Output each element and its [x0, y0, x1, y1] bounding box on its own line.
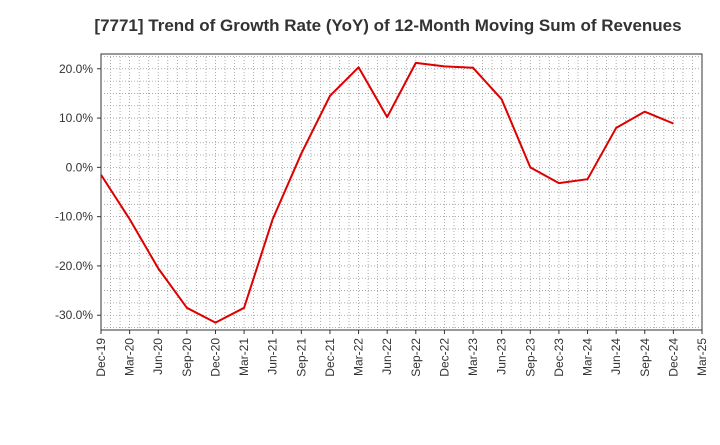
series-line — [100, 61, 674, 324]
x-tick-label: Mar-25 — [695, 338, 709, 376]
x-tick-label: Jun-24 — [609, 338, 623, 375]
series-layer — [100, 61, 674, 324]
x-tick-label: Mar-20 — [123, 338, 137, 376]
x-tick-label: Dec-24 — [666, 338, 680, 377]
x-tick-label: Dec-20 — [208, 338, 222, 377]
x-tick-label: Sep-22 — [409, 338, 423, 377]
x-tick-label: Dec-19 — [94, 338, 108, 377]
x-tick-label: Jun-21 — [266, 338, 280, 375]
x-tick-label: Sep-23 — [523, 338, 537, 377]
y-tick-label: -10.0% — [55, 210, 93, 224]
x-tick-label: Sep-21 — [294, 338, 308, 377]
y-tick-label: 10.0% — [59, 111, 93, 125]
x-tick-label: Mar-24 — [581, 338, 595, 376]
y-tick-label: 20.0% — [59, 62, 93, 76]
x-tick-label: Sep-24 — [638, 338, 652, 377]
x-tick-label: Sep-20 — [180, 338, 194, 377]
x-tick-label: Mar-22 — [352, 338, 366, 376]
y-axis: 20.0% 10.0% 0.0% -10.0% -20.0% -30.0% — [55, 62, 101, 322]
chart-title: [7771] Trend of Growth Rate (YoY) of 12-… — [94, 16, 681, 35]
x-tick-label: Mar-23 — [466, 338, 480, 376]
y-tick-label: 0.0% — [66, 160, 94, 174]
x-tick-label: Mar-21 — [237, 338, 251, 376]
y-tick-label: -30.0% — [55, 308, 93, 322]
x-tick-label: Jun-22 — [380, 338, 394, 375]
x-tick-label: Dec-21 — [323, 338, 337, 377]
grid — [101, 54, 702, 330]
x-tick-label: Jun-20 — [151, 338, 165, 375]
y-tick-label: -20.0% — [55, 259, 93, 273]
x-tick-label: Dec-22 — [437, 338, 451, 377]
x-axis: Dec-19 Mar-20 Jun-20 Sep-20 Dec-20 Mar-21 Jun-… — [94, 330, 709, 377]
x-tick-label: Jun-23 — [495, 338, 509, 375]
x-tick-label: Dec-23 — [552, 338, 566, 377]
